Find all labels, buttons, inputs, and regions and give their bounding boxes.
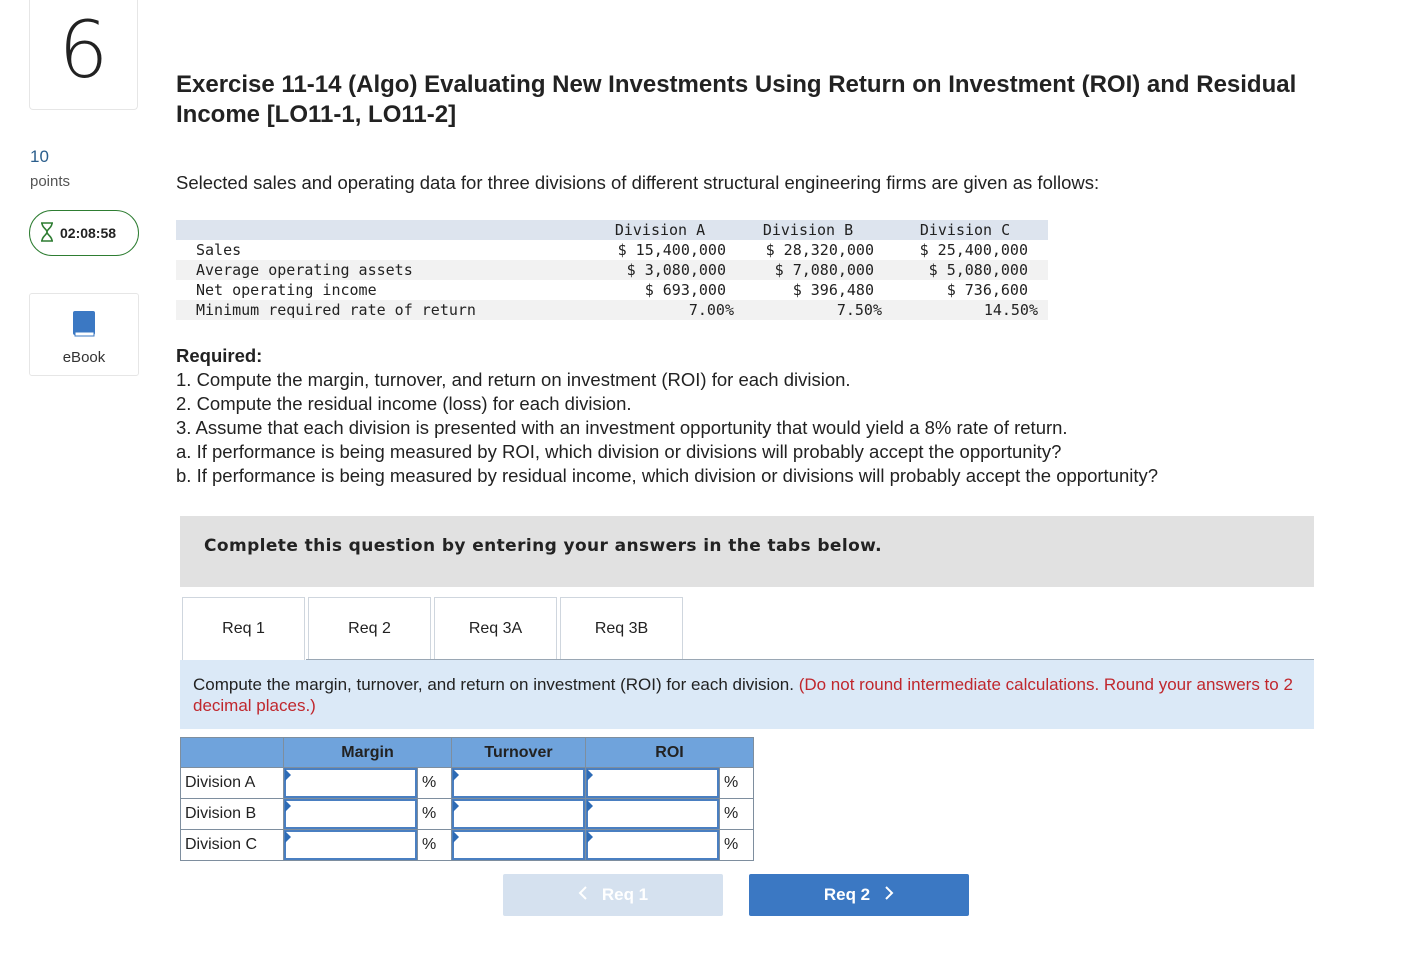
prompt-note: (Do not round intermediate calculations.… xyxy=(193,675,1293,715)
row-label: Net operating income xyxy=(196,281,377,299)
turnover-input-division-a[interactable] xyxy=(452,768,585,798)
answer-row-division-c: Division C % % xyxy=(180,829,754,861)
answer-row-division-a: Division A % % xyxy=(180,767,754,799)
cell-value: $ 15,400,000 xyxy=(617,241,726,259)
turnover-input-division-c[interactable] xyxy=(452,830,585,860)
required-heading: Required: xyxy=(176,345,263,366)
margin-input-division-a[interactable] xyxy=(284,768,417,798)
prompt-box: Compute the margin, turnover, and return… xyxy=(180,660,1314,729)
row-label: Average operating assets xyxy=(196,261,413,279)
answer-header-row: Margin Turnover ROI xyxy=(180,737,754,768)
roi-input-division-a[interactable] xyxy=(586,768,719,798)
table-row: Net operating income $ 693,000 $ 396,480… xyxy=(176,280,1048,300)
answer-header-turnover: Turnover xyxy=(451,737,586,768)
turnover-input-division-b[interactable] xyxy=(452,799,585,829)
tab-req-3a[interactable]: Req 3A xyxy=(434,597,557,660)
required-item: 2. Compute the residual income (loss) fo… xyxy=(176,393,632,414)
timer-value: 02:08:58 xyxy=(60,225,117,241)
required-section: Required: 1. Compute the margin, turnove… xyxy=(176,344,1158,488)
header-division-b: Division B xyxy=(762,221,854,239)
row-label: Sales xyxy=(196,241,242,259)
question-number-card: 6 xyxy=(29,0,138,110)
cell-value: $ 25,400,000 xyxy=(919,241,1028,259)
points-label: points xyxy=(30,173,71,190)
prompt-text: Compute the margin, turnover, and return… xyxy=(193,675,794,694)
required-item: b. If performance is being measured by r… xyxy=(176,465,1159,486)
instructions-text: Complete this question by entering your … xyxy=(204,536,883,556)
answer-table: Margin Turnover ROI Division A % % Divis… xyxy=(180,737,754,861)
header-division-c: Division C xyxy=(919,221,1011,239)
tab-divider xyxy=(306,659,1314,660)
prev-req-label: Req 1 xyxy=(601,885,649,904)
ebook-button[interactable]: eBook xyxy=(29,293,139,376)
next-req-button[interactable]: Req 2 xyxy=(749,874,969,916)
margin-input-division-c[interactable] xyxy=(284,830,417,860)
tab-req-2[interactable]: Req 2 xyxy=(308,597,431,660)
cell-value: $ 693,000 xyxy=(644,281,726,299)
timer[interactable]: 02:08:58 xyxy=(29,210,139,256)
tab-req-1[interactable]: Req 1 xyxy=(182,597,305,660)
percent-unit: % xyxy=(719,798,754,830)
answer-header-roi: ROI xyxy=(585,737,754,768)
cell-value: 14.50% xyxy=(983,301,1038,319)
instructions-box: Complete this question by entering your … xyxy=(180,516,1314,587)
table-row: Sales $ 15,400,000 $ 28,320,000 $ 25,400… xyxy=(176,240,1048,260)
roi-input-division-b[interactable] xyxy=(586,799,719,829)
next-req-label: Req 2 xyxy=(823,885,871,904)
roi-input-division-c[interactable] xyxy=(586,830,719,860)
row-label: Division A xyxy=(180,767,284,799)
cell-value: 7.50% xyxy=(836,301,882,319)
points-value: 10 xyxy=(30,147,49,166)
cell-value: $ 7,080,000 xyxy=(774,261,874,279)
intro-text: Selected sales and operating data for th… xyxy=(176,172,1100,193)
table-header-row: Division A Division B Division C xyxy=(176,220,1048,240)
tab-req-3b[interactable]: Req 3B xyxy=(560,597,683,660)
required-item: 3. Assume that each division is presente… xyxy=(176,417,1068,438)
cell-value: $ 28,320,000 xyxy=(765,241,874,259)
row-label: Minimum required rate of return xyxy=(196,301,476,319)
header-blank xyxy=(176,220,586,240)
chevron-right-icon xyxy=(884,885,894,905)
cell-value: 7.00% xyxy=(688,301,734,319)
cell-value: $ 5,080,000 xyxy=(928,261,1028,279)
answer-header-margin: Margin xyxy=(283,737,452,768)
question-number: 6 xyxy=(58,5,109,96)
ebook-label: eBook xyxy=(62,349,106,366)
cell-value: $ 3,080,000 xyxy=(626,261,726,279)
chevron-left-icon xyxy=(578,885,588,905)
answer-row-division-b: Division B % % xyxy=(180,798,754,830)
percent-unit: % xyxy=(719,829,754,861)
margin-input-division-b[interactable] xyxy=(284,799,417,829)
row-label: Division C xyxy=(180,829,284,861)
exercise-title: Exercise 11-14 (Algo) Evaluating New Inv… xyxy=(176,71,1297,128)
cell-value: $ 736,600 xyxy=(946,281,1028,299)
row-label: Division B xyxy=(180,798,284,830)
tab-bar: Req 1 Req 2 Req 3A Req 3B xyxy=(182,597,683,660)
percent-unit: % xyxy=(417,798,452,830)
book-icon xyxy=(72,310,96,343)
required-item: a. If performance is being measured by R… xyxy=(176,441,1062,462)
percent-unit: % xyxy=(719,767,754,799)
cell-value: $ 396,480 xyxy=(792,281,874,299)
division-data-table: Division A Division B Division C Sales $… xyxy=(176,220,1048,320)
header-division-a: Division A xyxy=(614,221,706,239)
hourglass-icon xyxy=(40,221,54,245)
table-row: Average operating assets $ 3,080,000 $ 7… xyxy=(176,260,1048,280)
percent-unit: % xyxy=(417,767,452,799)
prev-req-button[interactable]: Req 1 xyxy=(503,874,723,916)
answer-header-blank xyxy=(180,737,284,768)
percent-unit: % xyxy=(417,829,452,861)
table-row: Minimum required rate of return 7.00% 7.… xyxy=(176,300,1048,320)
required-item: 1. Compute the margin, turnover, and ret… xyxy=(176,369,851,390)
